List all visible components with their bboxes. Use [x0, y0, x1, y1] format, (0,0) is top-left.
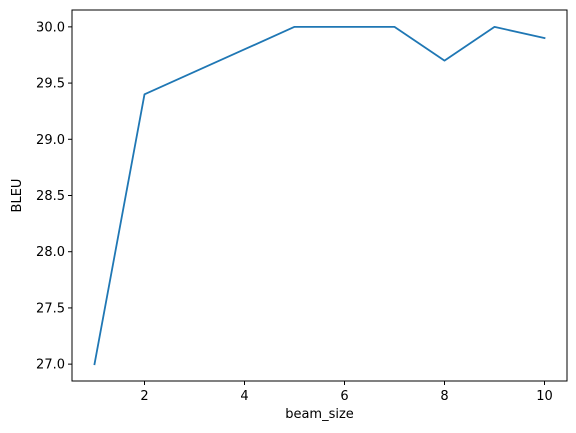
y-tick-label: 29.0: [36, 133, 65, 148]
y-axis-label: BLEU: [10, 179, 25, 213]
x-axis-label: beam_size: [285, 407, 354, 422]
y-tick-label: 28.0: [36, 245, 65, 260]
x-tick-label: 2: [140, 389, 148, 404]
plot-frame: [72, 10, 567, 381]
x-tick-label: 10: [536, 389, 553, 404]
x-tick-label: 4: [240, 389, 248, 404]
y-tick-label: 28.5: [36, 189, 65, 204]
x-axis-ticks: 2 4 6 8 10: [140, 381, 552, 404]
x-tick-label: 8: [440, 389, 448, 404]
y-tick-label: 29.5: [36, 77, 65, 92]
y-axis-ticks: 27.0 27.5 28.0 28.5 29.0 29.5 30.0: [36, 20, 72, 372]
y-tick-label: 27.0: [36, 358, 65, 373]
plot-area: 2 4 6 8 10 27.0 27.5 28.0 28.5 29.0 29.5 30.0: [36, 10, 567, 404]
y-tick-label: 30.0: [36, 20, 65, 35]
x-tick-label: 6: [340, 389, 348, 404]
y-tick-label: 27.5: [36, 301, 65, 316]
series-line: [95, 27, 545, 364]
